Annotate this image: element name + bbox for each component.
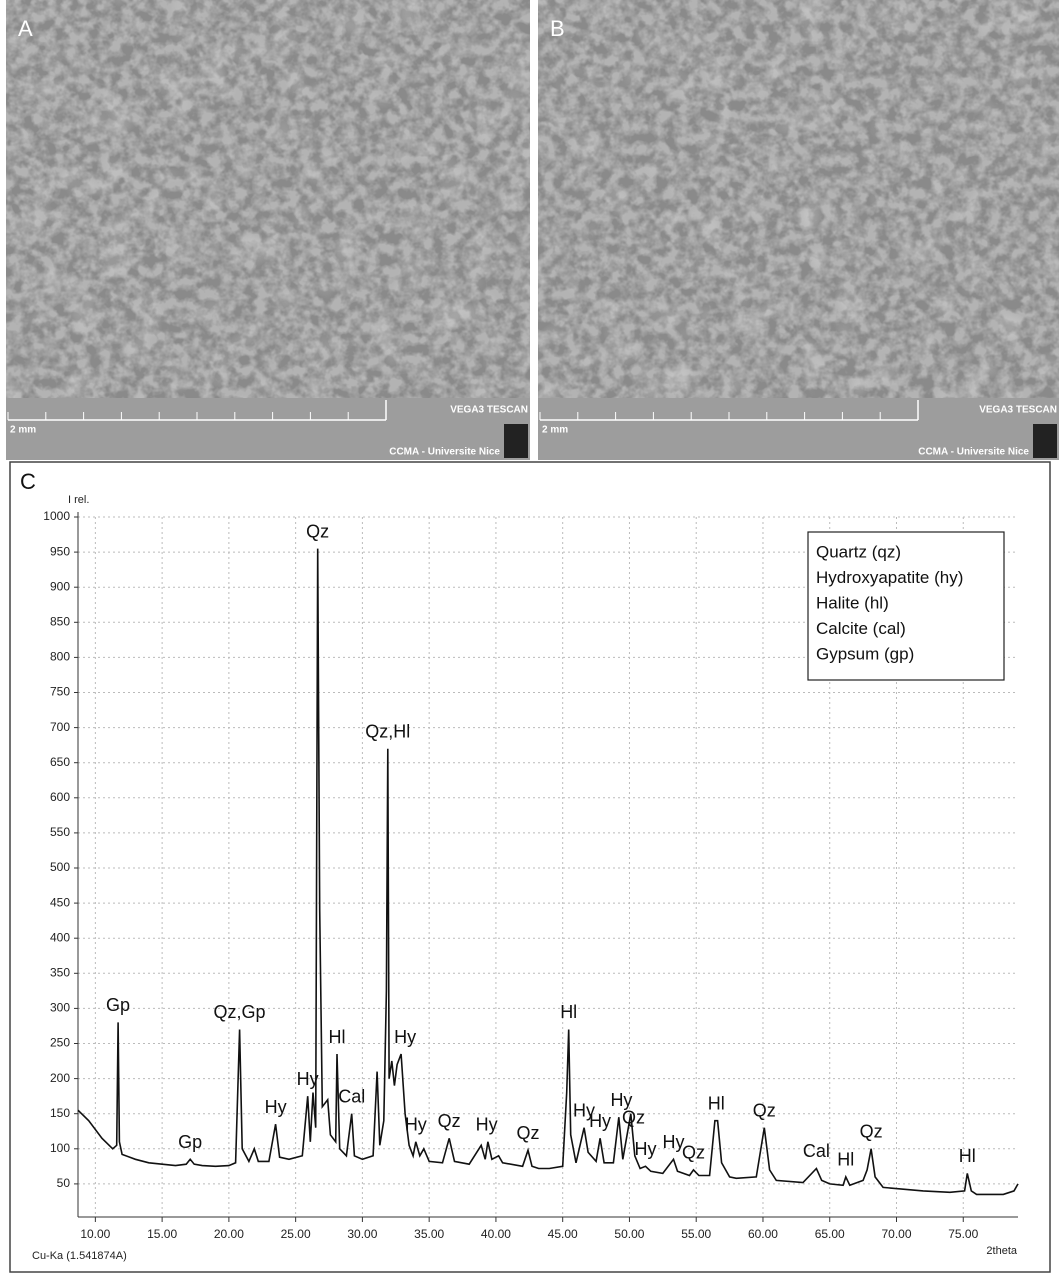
sem-texture [538, 0, 1059, 398]
y-tick-label: 350 [50, 965, 70, 979]
y-tick-label: 450 [50, 895, 70, 909]
peak-label: Hy [394, 1027, 416, 1047]
peak-label: Cal [338, 1086, 365, 1106]
x-tick-label: 35.00 [414, 1227, 444, 1241]
legend-entry: Halite (hl) [816, 593, 889, 612]
peak-label: Hy [634, 1139, 656, 1159]
sem-panel: B 2 mm VEGA3 TESCAN CCMA - Universite Nice [538, 0, 1059, 460]
y-tick-label: 600 [50, 790, 70, 804]
legend-entry: Gypsum (gp) [816, 644, 914, 663]
y-tick-label: 50 [57, 1176, 71, 1190]
brand: VEGA3 TESCAN [979, 405, 1057, 416]
peak-label: Gp [178, 1132, 202, 1152]
x-tick-label: 65.00 [815, 1227, 845, 1241]
peak-label: Qz [306, 521, 329, 541]
y-tick-label: 650 [50, 755, 70, 769]
peak-label: Qz [438, 1111, 461, 1131]
x-tick-label: 60.00 [748, 1227, 778, 1241]
y-axis-label: I rel. [68, 494, 89, 506]
x-axis-label: 2theta [986, 1245, 1017, 1257]
peak-label: Hl [329, 1027, 346, 1047]
y-tick-label: 700 [50, 720, 70, 734]
x-tick-label: 25.00 [281, 1227, 311, 1241]
y-tick-label: 200 [50, 1071, 70, 1085]
y-tick-label: 500 [50, 860, 70, 874]
legend-entry: Quartz (qz) [816, 542, 901, 561]
y-tick-label: 900 [50, 579, 70, 593]
peak-label: Hy [265, 1097, 287, 1117]
x-tick-label: 45.00 [548, 1227, 578, 1241]
peak-label: Hy [589, 1111, 611, 1131]
y-tick-label: 300 [50, 1001, 70, 1015]
sem-panel: A 2 mm VEGA3 TESCAN CCMA - Universite Nice [6, 0, 530, 460]
peak-label: Hy [297, 1069, 319, 1089]
legend-entry: Calcite (cal) [816, 619, 906, 638]
panel-label: A [18, 16, 33, 41]
legend-entry: Hydroxyapatite (hy) [816, 568, 963, 587]
scale-label: 2 mm [10, 425, 36, 436]
peak-label: Qz [682, 1143, 705, 1163]
footnote: Cu-Ka (1.541874A) [32, 1250, 127, 1262]
legend: Quartz (qz) Hydroxyapatite (hy) Halite (hl… [808, 532, 1004, 680]
logo [504, 424, 528, 458]
sem-texture [6, 0, 530, 398]
x-tick-label: 50.00 [614, 1227, 644, 1241]
peak-label: Qz [516, 1123, 539, 1143]
peak-label: Qz [753, 1100, 776, 1120]
x-tick-label: 40.00 [481, 1227, 511, 1241]
x-tick-label: 10.00 [80, 1227, 110, 1241]
scale-label: 2 mm [542, 425, 568, 436]
peak-label: Gp [106, 995, 130, 1015]
y-tick-label: 1000 [43, 509, 70, 523]
peak-label: Qz [622, 1108, 645, 1128]
y-tick-label: 400 [50, 930, 70, 944]
peak-label: Hl [708, 1093, 725, 1113]
x-tick-label: 70.00 [881, 1227, 911, 1241]
x-tick-label: 15.00 [147, 1227, 177, 1241]
credit: CCMA - Universite Nice [389, 447, 500, 458]
x-tick-label: 20.00 [214, 1227, 244, 1241]
x-tick-label: 75.00 [948, 1227, 978, 1241]
peak-label: Hy [405, 1115, 427, 1135]
y-tick-label: 750 [50, 685, 70, 699]
y-tick-label: 100 [50, 1141, 70, 1155]
y-tick-label: 800 [50, 650, 70, 664]
peak-label: Hl [560, 1002, 577, 1022]
figure: A2 mmVEGA3 TESCANCCMA - Universite NiceB… [0, 0, 1059, 1276]
logo [1033, 424, 1057, 458]
x-tick-label: 55.00 [681, 1227, 711, 1241]
y-tick-label: 950 [50, 544, 70, 558]
y-tick-label: 850 [50, 614, 70, 628]
x-tick-label: 30.00 [347, 1227, 377, 1241]
y-tick-label: 550 [50, 825, 70, 839]
peak-label: Hy [476, 1115, 498, 1135]
peak-label: Qz,Gp [214, 1002, 266, 1022]
brand: VEGA3 TESCAN [450, 405, 528, 416]
peak-label: Hl [959, 1146, 976, 1166]
y-tick-label: 250 [50, 1036, 70, 1050]
peak-label: Hl [837, 1150, 854, 1170]
credit: CCMA - Universite Nice [918, 447, 1029, 458]
panel-label: B [550, 16, 565, 41]
peak-label: Qz [860, 1122, 883, 1142]
peak-label: Cal [803, 1141, 830, 1161]
page: {"panels": [ {"label": "A", "scale": "2 … [0, 0, 1059, 1276]
peak-label: Qz,Hl [365, 721, 410, 741]
y-tick-label: 150 [50, 1106, 70, 1120]
panel-label: C [20, 469, 36, 494]
